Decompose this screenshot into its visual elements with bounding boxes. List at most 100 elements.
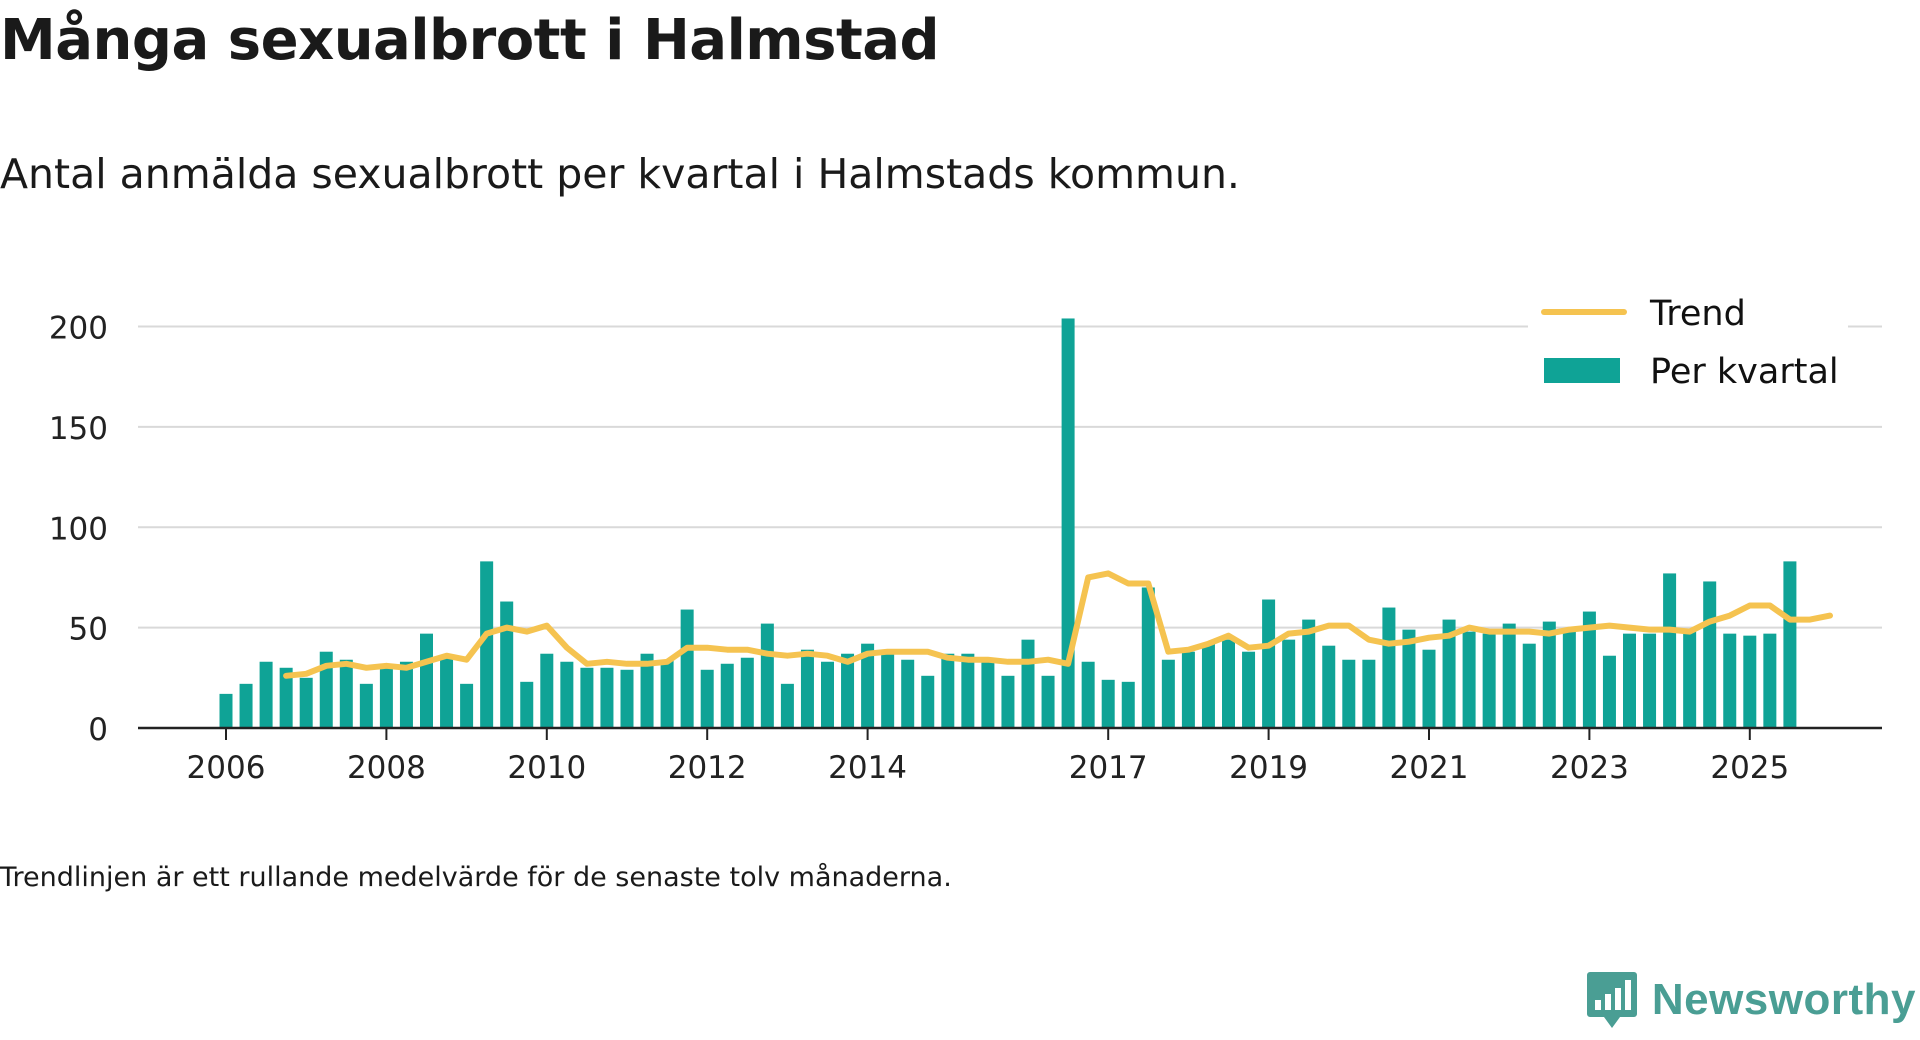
- y-tick-label: 200: [49, 311, 108, 347]
- newsworthy-logo-icon: [1586, 972, 1637, 1028]
- bar: [259, 661, 273, 728]
- bar: [1061, 318, 1075, 728]
- bar: [1582, 611, 1596, 728]
- chart-title: Många sexualbrott i Halmstad: [0, 8, 940, 73]
- bar: [1282, 639, 1296, 728]
- bar: [961, 653, 975, 728]
- bar: [540, 653, 554, 728]
- bar: [1703, 581, 1717, 728]
- y-tick-label: 100: [49, 511, 108, 547]
- chart-subtitle: Antal anmälda sexualbrott per kvartal i …: [0, 150, 1240, 198]
- bar: [1041, 675, 1055, 728]
- bar: [1663, 573, 1677, 728]
- bar: [279, 667, 293, 728]
- bar: [780, 683, 794, 728]
- bar-series: [219, 318, 1797, 728]
- bar: [560, 661, 574, 728]
- bar: [1001, 675, 1015, 728]
- bar: [740, 657, 754, 728]
- bar: [841, 653, 855, 728]
- bar: [1723, 633, 1737, 728]
- bar: [1101, 679, 1115, 728]
- x-tick-label: 2023: [1550, 750, 1629, 786]
- bar: [1602, 655, 1616, 728]
- bar: [800, 649, 814, 728]
- bar: [1161, 659, 1175, 728]
- x-tick-label: 2021: [1390, 750, 1469, 786]
- bar: [1422, 649, 1436, 728]
- bar: [941, 653, 955, 728]
- y-tick-label: 0: [88, 712, 108, 748]
- x-tick-label: 2010: [507, 750, 586, 786]
- bar: [1743, 635, 1757, 728]
- bar: [520, 681, 534, 728]
- bar: [1021, 639, 1035, 728]
- trend-series: [283, 570, 1833, 679]
- bar: [1141, 587, 1155, 728]
- bar: [1482, 633, 1496, 728]
- bar: [1342, 659, 1356, 728]
- footnote: Trendlinjen är ett rullande medelvärde f…: [0, 862, 952, 893]
- bar: [500, 601, 514, 728]
- bar: [1201, 643, 1215, 728]
- bar: [460, 683, 474, 728]
- bar: [359, 683, 373, 728]
- bar: [760, 623, 774, 728]
- x-tick-label: 2025: [1710, 750, 1789, 786]
- bar: [981, 661, 995, 728]
- bar: [1522, 643, 1536, 728]
- bar: [379, 667, 393, 728]
- bar: [1322, 645, 1336, 728]
- bar: [1302, 619, 1316, 728]
- legend-bar-swatch: [1544, 358, 1620, 383]
- bar: [1181, 651, 1195, 728]
- bar: [600, 667, 614, 728]
- bar: [580, 667, 594, 728]
- bar: [1402, 629, 1416, 728]
- bar: [1462, 631, 1476, 728]
- bar: [239, 683, 253, 728]
- bar: [1763, 633, 1777, 728]
- y-tick-label: 50: [69, 612, 108, 648]
- bar: [1623, 633, 1636, 728]
- legend-trend-label: Trend: [1649, 294, 1746, 334]
- bar: [660, 659, 674, 728]
- bar: [420, 633, 433, 728]
- bar: [700, 669, 714, 728]
- bar: [1502, 623, 1516, 728]
- bar: [680, 609, 694, 728]
- bar: [1222, 639, 1235, 728]
- y-tick-label: 150: [49, 411, 108, 447]
- brand-name: Newsworthy: [1651, 975, 1916, 1024]
- x-tick-label: 2019: [1229, 750, 1308, 786]
- bar: [720, 663, 734, 728]
- bar: [620, 669, 634, 728]
- bar: [1362, 659, 1376, 728]
- chart-area: 0 50 100 150 200 2006 2008 2010 2012 2014 2017 2019…: [49, 290, 1882, 786]
- bar: [339, 659, 353, 728]
- bar: [1262, 599, 1276, 728]
- gridlines: [138, 325, 1882, 629]
- x-tick-label: 2008: [347, 750, 426, 786]
- axes: 0 50 100 150 200 2006 2008 2010 2012 2014 2017 2019…: [49, 311, 1882, 786]
- bar: [1081, 661, 1095, 728]
- bar: [821, 661, 834, 728]
- bar: [861, 643, 875, 728]
- brand-logo[interactable]: Newsworthy: [1586, 960, 1916, 1040]
- x-tick-label: 2006: [187, 750, 266, 786]
- bar: [480, 561, 494, 728]
- bar: [299, 677, 313, 728]
- x-tick-label: 2014: [828, 750, 907, 786]
- x-tick-label: 2012: [668, 750, 747, 786]
- bar: [881, 653, 895, 728]
- bar: [319, 651, 333, 728]
- bar: [1242, 651, 1256, 728]
- bar: [921, 675, 935, 728]
- bar: [901, 659, 915, 728]
- bar: [219, 693, 233, 728]
- bar: [1562, 629, 1576, 728]
- legend: Trend Per kvartal: [1528, 290, 1848, 392]
- bar: [1442, 619, 1456, 728]
- bar: [1683, 629, 1697, 728]
- bar: [640, 653, 654, 728]
